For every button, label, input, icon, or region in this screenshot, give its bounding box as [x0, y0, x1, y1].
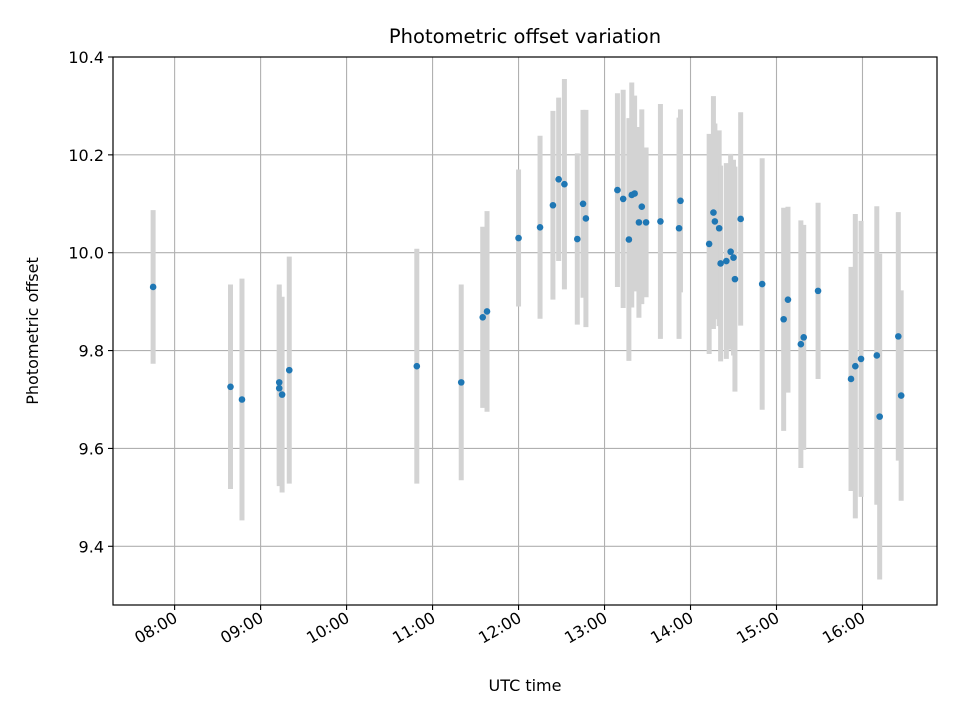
data-point	[275, 379, 283, 386]
data-point	[857, 355, 865, 363]
data-point	[715, 224, 723, 232]
data-point	[710, 209, 717, 216]
data-point	[555, 176, 562, 183]
data-point	[479, 314, 487, 321]
data-point	[483, 308, 491, 315]
data-point	[227, 383, 234, 391]
data-point	[278, 391, 286, 398]
x-tick-label: 13:00	[561, 608, 610, 648]
y-axis-label: Photometric offset	[23, 257, 42, 405]
data-point	[582, 215, 590, 222]
data-point	[413, 362, 421, 370]
data-point	[814, 287, 822, 295]
y-tick-label: 10.4	[68, 48, 104, 67]
data-point	[723, 257, 730, 265]
x-tick-label: 15:00	[733, 608, 782, 648]
data-point	[238, 396, 246, 403]
y-tick-label: 10.0	[68, 244, 104, 263]
data-point	[677, 197, 684, 205]
data-point	[797, 340, 805, 348]
data-point	[638, 203, 646, 211]
x-tick-label: 16:00	[819, 608, 868, 648]
x-tick-label: 12:00	[475, 608, 524, 648]
data-point	[515, 234, 522, 242]
points	[149, 176, 905, 420]
data-point	[635, 219, 643, 226]
data-point	[619, 195, 627, 203]
y-axis: 9.4 9.6 9.8 10.0 10.2 10.4	[68, 48, 113, 556]
x-tick-label: 10:00	[303, 608, 352, 648]
data-point	[758, 280, 766, 288]
y-tick-label: 9.8	[79, 342, 104, 361]
data-point	[149, 283, 157, 291]
data-point	[457, 379, 465, 386]
data-point	[737, 215, 744, 223]
data-point	[800, 334, 808, 341]
data-point	[549, 201, 557, 209]
data-point	[642, 219, 650, 226]
x-axis: 08:00 09:00 10:00 11:00 12:00 13:00 14:00 15:00…	[131, 605, 868, 648]
x-axis-label: UTC time	[489, 676, 562, 695]
plot-frame	[112, 56, 938, 606]
data-point	[895, 333, 902, 340]
errorbars	[150, 79, 904, 580]
data-point	[847, 375, 855, 383]
data-point	[561, 180, 568, 188]
grid	[113, 56, 937, 605]
data-point	[727, 248, 734, 256]
data-point	[614, 186, 621, 194]
data-point	[873, 352, 881, 359]
y-tick-label: 9.4	[79, 537, 104, 556]
data-point	[876, 413, 883, 420]
plot-area	[113, 56, 937, 605]
data-point	[625, 236, 633, 243]
data-point	[675, 224, 683, 232]
data-point	[275, 384, 283, 392]
data-point	[730, 254, 737, 261]
chart-title: Photometric offset variation	[389, 25, 661, 48]
x-tick-label: 09:00	[217, 608, 266, 648]
data-point	[631, 190, 638, 197]
data-point	[852, 362, 859, 370]
data-point	[731, 275, 739, 283]
y-tick-label: 9.6	[79, 439, 104, 458]
data-point	[705, 240, 713, 248]
data-point	[717, 260, 724, 267]
data-point	[536, 223, 544, 231]
data-point	[784, 296, 792, 303]
data-point	[285, 366, 293, 374]
x-tick-label: 11:00	[389, 608, 438, 648]
x-tick-label: 14:00	[647, 608, 696, 648]
data-point	[711, 218, 719, 225]
data-point	[780, 315, 787, 323]
data-point	[897, 392, 905, 399]
data-point	[574, 235, 581, 243]
data-point	[579, 200, 587, 208]
data-point	[657, 218, 664, 225]
y-tick-label: 10.2	[68, 146, 104, 165]
x-tick-label: 08:00	[131, 608, 180, 648]
